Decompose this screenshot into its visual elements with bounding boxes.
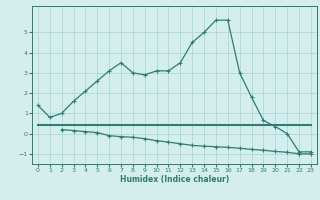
X-axis label: Humidex (Indice chaleur): Humidex (Indice chaleur) bbox=[120, 175, 229, 184]
